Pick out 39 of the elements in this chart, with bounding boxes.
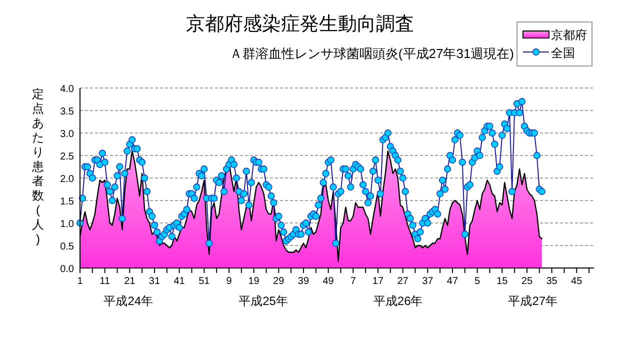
x-tick-label: 17 xyxy=(372,276,384,287)
x-tick-label: 9 xyxy=(226,276,232,287)
x-tick-label: 47 xyxy=(446,276,458,287)
x-tick-label: 45 xyxy=(571,276,583,287)
legend-label: 京都府 xyxy=(551,28,587,42)
x-tick-label: 39 xyxy=(298,276,310,287)
y-tick-label: 0.0 xyxy=(60,264,74,275)
legend-label: 全国 xyxy=(551,46,575,60)
y-tick-label: 2.0 xyxy=(60,174,74,185)
chart-subtitle: Ａ群溶血性レンサ球菌咽頭炎(平成27年31週現在) xyxy=(229,46,514,61)
x-tick-label: 31 xyxy=(148,276,160,287)
x-tick-label: 25 xyxy=(521,276,533,287)
x-tick-label: 19 xyxy=(248,276,260,287)
y-tick-label: 2.5 xyxy=(60,152,74,162)
x-tick-label: 41 xyxy=(174,276,186,287)
x-tick-label: 15 xyxy=(496,276,508,287)
y-tick-label: 1.0 xyxy=(60,219,74,230)
text: 平成25年 xyxy=(238,294,288,308)
x-tick-label: 11 xyxy=(100,276,110,287)
x-tick-label: 35 xyxy=(546,276,558,287)
text: 平成26年 xyxy=(373,294,423,308)
x-tick-label: 27 xyxy=(397,276,409,287)
y-tick-label: 3.5 xyxy=(60,106,74,118)
text: 定点あたり患者数(人) xyxy=(32,87,44,246)
x-tick-label: 51 xyxy=(198,276,210,287)
y-tick-label: 4.0 xyxy=(60,84,74,95)
text: 平成24年 xyxy=(104,294,154,308)
y-tick-label: 3.0 xyxy=(60,129,74,140)
x-tick-label: 7 xyxy=(350,276,356,287)
x-tick-label: 37 xyxy=(422,276,434,287)
chart-title: 京都府感染症発生動向調査 xyxy=(186,13,414,35)
x-tick-label: 49 xyxy=(322,276,334,287)
x-tick-label: 21 xyxy=(124,276,136,287)
x-tick-label: 1 xyxy=(77,276,84,287)
y-tick-label: 1.5 xyxy=(60,196,74,208)
y-tick-label: 0.5 xyxy=(60,242,74,252)
text: 平成27年 xyxy=(508,294,558,308)
x-tick-label: 29 xyxy=(273,276,285,287)
x-tick-label: 5 xyxy=(474,276,481,287)
